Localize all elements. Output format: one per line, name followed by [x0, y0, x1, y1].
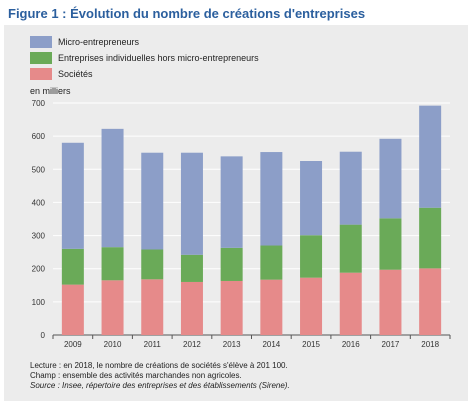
- legend-item-individuelles: Entreprises individuelles hors micro-ent…: [30, 50, 259, 66]
- bar-2009-series-1: [61, 248, 84, 285]
- chart-legend: Micro-entrepreneurs Entreprises individu…: [30, 34, 259, 82]
- bar-2016-series-1: [339, 224, 362, 273]
- bar-2016-series-0: [339, 272, 362, 335]
- x-tick-label-2015: 2015: [302, 340, 320, 349]
- bar-2010-series-0: [101, 280, 124, 335]
- bar-2013-series-1: [220, 247, 243, 281]
- note-champ: Champ : ensemble des activités marchande…: [30, 371, 242, 380]
- y-tick-label-300: 300: [32, 232, 46, 241]
- bar-2012-series-1: [180, 254, 203, 282]
- bar-2015-series-2: [300, 161, 323, 236]
- bar-2009-series-2: [61, 142, 84, 249]
- legend-item-societes: Sociétés: [30, 66, 259, 82]
- bar-2015-series-0: [300, 277, 323, 335]
- bar-2018-series-2: [419, 105, 442, 208]
- y-tick-label-100: 100: [32, 298, 46, 307]
- legend-label-individuelles: Entreprises individuelles hors micro-ent…: [58, 53, 259, 63]
- bar-2014-series-2: [260, 152, 283, 246]
- bar-2017-series-1: [379, 218, 402, 270]
- bar-2009-series-0: [61, 284, 84, 335]
- legend-item-micro: Micro-entrepreneurs: [30, 34, 259, 50]
- x-tick-label-2018: 2018: [421, 340, 439, 349]
- legend-label-societes: Sociétés: [58, 69, 93, 79]
- bar-2017-series-2: [379, 138, 402, 219]
- legend-swatch-micro: [30, 36, 52, 48]
- legend-label-micro: Micro-entrepreneurs: [58, 37, 140, 47]
- y-tick-label-700: 700: [32, 99, 46, 108]
- x-tick-label-2012: 2012: [183, 340, 201, 349]
- bar-2010-series-2: [101, 128, 124, 248]
- bar-2014-series-1: [260, 245, 283, 280]
- x-tick-label-2010: 2010: [104, 340, 122, 349]
- y-tick-label-600: 600: [32, 132, 46, 141]
- y-tick-label-400: 400: [32, 198, 46, 207]
- x-tick-label-2011: 2011: [144, 340, 162, 349]
- y-tick-label-0: 0: [41, 331, 46, 340]
- x-tick-label-2016: 2016: [342, 340, 360, 349]
- bar-2013-series-0: [220, 280, 243, 335]
- x-tick-label-2013: 2013: [223, 340, 241, 349]
- legend-swatch-individuelles: [30, 52, 52, 64]
- bar-2017-series-0: [379, 269, 402, 335]
- x-tick-label-2017: 2017: [382, 340, 400, 349]
- note-source: Source : Insee, répertoire des entrepris…: [30, 381, 290, 390]
- x-tick-label-2014: 2014: [262, 340, 280, 349]
- y-axis-label: en milliers: [30, 86, 71, 96]
- bar-2012-series-0: [180, 281, 203, 335]
- legend-swatch-societes: [30, 68, 52, 80]
- figure-title: Figure 1 : Évolution du nombre de créati…: [8, 6, 366, 21]
- bar-2011-series-1: [141, 249, 164, 280]
- bar-2018-series-0: [419, 268, 442, 335]
- bar-2011-series-2: [141, 152, 164, 250]
- bar-2018-series-1: [419, 207, 442, 269]
- bar-2012-series-2: [180, 152, 203, 255]
- chart-notes: Lecture : en 2018, le nombre de création…: [30, 361, 290, 391]
- note-lecture: Lecture : en 2018, le nombre de création…: [30, 361, 288, 370]
- bar-2016-series-2: [339, 151, 362, 225]
- bar-2011-series-0: [141, 279, 164, 335]
- bar-2013-series-2: [220, 156, 243, 248]
- bar-2014-series-0: [260, 279, 283, 335]
- x-tick-label-2009: 2009: [64, 340, 82, 349]
- bar-2010-series-1: [101, 247, 124, 281]
- y-tick-label-200: 200: [32, 265, 46, 274]
- bar-2015-series-1: [300, 235, 323, 278]
- y-tick-label-500: 500: [32, 165, 46, 174]
